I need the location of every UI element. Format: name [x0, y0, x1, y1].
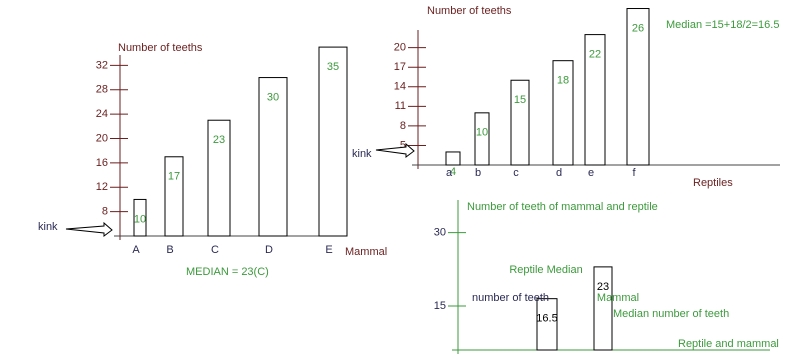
y-tick-label: 17	[394, 61, 406, 73]
y-tick-label: 20	[96, 132, 108, 144]
y-tick-label: 28	[96, 84, 108, 96]
y-axis-title: Number of teeths	[427, 5, 512, 17]
y-tick-label: 15	[434, 300, 446, 312]
y-axis-title: Number of teeth of mammal and reptile	[467, 201, 658, 213]
bar	[133, 198, 147, 237]
x-tick-label: A	[132, 244, 140, 256]
annotation: Median =15+18/2=16.5	[666, 19, 779, 31]
y-tick-label: 24	[96, 108, 108, 120]
y-tick-label: 14	[394, 81, 406, 93]
bar	[474, 112, 490, 166]
annotation: MEDIAN = 23(C)	[186, 266, 269, 278]
data-label: 23	[213, 134, 225, 146]
bar	[207, 119, 231, 237]
x-tick-label: d	[556, 167, 562, 179]
y-tick-label: 8	[400, 120, 406, 132]
x-tick-label: a	[446, 167, 453, 179]
y-tick-label: 11	[395, 100, 406, 112]
bar	[445, 151, 461, 166]
y-axis-title: Number of teeths	[118, 42, 203, 54]
x-tick-label: e	[588, 167, 594, 179]
data-label: 15	[514, 94, 526, 106]
annotation: kink	[38, 221, 58, 233]
bar	[164, 156, 184, 237]
kink-arrow	[65, 221, 113, 237]
bar	[258, 77, 288, 237]
data-label: 35	[327, 61, 339, 73]
x-tick-label: C	[211, 244, 219, 256]
bar	[552, 60, 574, 166]
x-tick-label: b	[475, 167, 481, 179]
bar	[593, 266, 613, 351]
data-label: 23	[597, 281, 609, 293]
data-label: 18	[557, 75, 569, 87]
y-tick-label: 16	[96, 157, 108, 169]
data-label: 10	[476, 127, 488, 139]
data-label: 16.5	[536, 313, 557, 325]
kink-arrow	[375, 142, 415, 158]
y-tick-label: 5	[400, 139, 406, 151]
y-tick-label: 8	[102, 206, 108, 218]
x-tick-label: B	[166, 244, 173, 256]
data-label: 30	[267, 91, 279, 103]
y-tick-label: 20	[394, 42, 406, 54]
annotation: kink	[352, 148, 372, 160]
bar	[536, 298, 558, 351]
x-axis-title: Reptiles	[693, 177, 733, 189]
x-tick-label: f	[632, 167, 636, 179]
x-tick-label: c	[513, 167, 519, 179]
bar	[626, 8, 650, 166]
y-tick-label: 32	[96, 59, 108, 71]
x-axis-title: Reptile and mammal	[678, 338, 779, 350]
x-tick-label: Mammal	[597, 292, 639, 304]
bar	[584, 34, 606, 166]
x-tick-label: E	[325, 244, 332, 256]
data-label: 26	[632, 22, 644, 34]
annotation: Median number of teeth	[613, 308, 729, 320]
x-axis-title: Mammal	[345, 246, 387, 258]
bar	[318, 46, 348, 237]
data-label: 10	[134, 213, 146, 225]
y-tick-label: 12	[96, 181, 108, 193]
bar	[510, 79, 530, 166]
y-tick-label: 30	[434, 227, 446, 239]
data-label: 22	[589, 49, 601, 61]
annotation: number of teeth	[472, 292, 549, 304]
x-tick-label: Reptile Median	[509, 264, 582, 276]
data-label: 4	[450, 166, 456, 178]
x-tick-label: D	[265, 244, 273, 256]
data-label: 17	[168, 171, 180, 183]
